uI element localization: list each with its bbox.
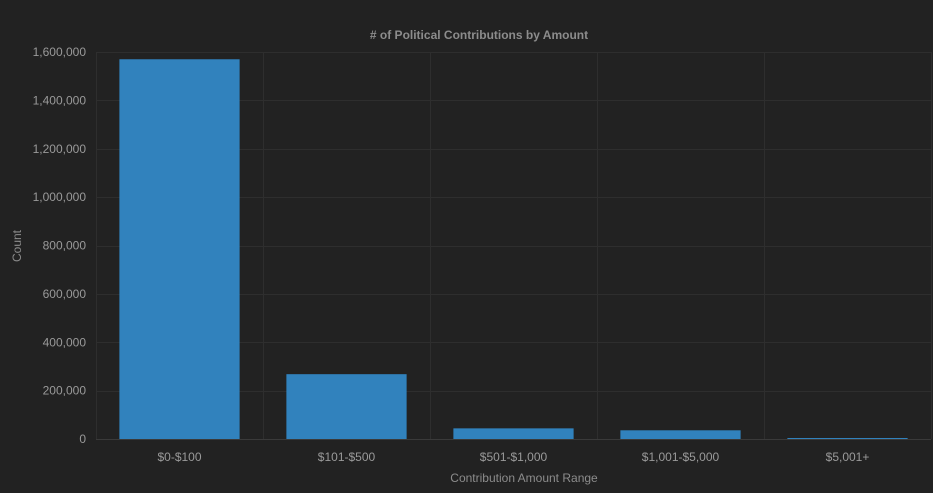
bar-layer [119,59,908,439]
y-tick-label: 0 [79,432,86,446]
y-tick-label: 400,000 [43,335,87,349]
bar[interactable] [787,438,908,439]
bar[interactable] [119,59,240,439]
y-axis-ticks: 0 200,000 400,000 600,000 800,000 1,000,000 1,… [33,45,87,446]
x-tick-label: $1,001-$5,000 [642,450,720,464]
y-tick-label: 600,000 [43,287,87,301]
x-axis-title: Contribution Amount Range [450,471,598,485]
x-tick-label: $501-$1,000 [480,450,548,464]
x-tick-label: $5,001+ [826,450,870,464]
y-tick-label: 1,000,000 [33,190,87,204]
chart-title: # of Political Contributions by Amount [370,28,588,42]
y-tick-label: 1,200,000 [33,142,87,156]
x-axis-ticks: $0-$100 $101-$500 $501-$1,000 $1,001-$5,000… [157,450,869,464]
bar[interactable] [286,374,407,439]
bar[interactable] [453,428,574,439]
y-tick-label: 200,000 [43,384,87,398]
y-tick-label: 800,000 [43,239,87,253]
x-tick-label: $101-$500 [318,450,376,464]
y-tick-label: 1,600,000 [33,45,87,59]
bar[interactable] [620,430,741,439]
x-tick-label: $0-$100 [157,450,201,464]
y-axis-title: Count [10,229,24,262]
y-tick-label: 1,400,000 [33,93,87,107]
